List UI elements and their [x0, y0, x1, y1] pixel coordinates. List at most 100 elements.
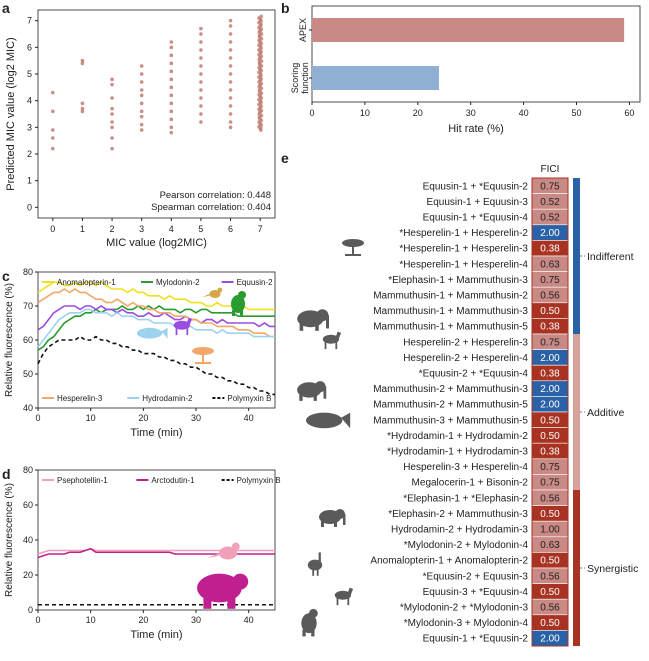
sloth-icon: [301, 608, 318, 637]
combination-label: *Mylodonin-2 + *Mylodonin-3: [400, 603, 529, 614]
data-point: [139, 93, 144, 98]
bar-1: [312, 66, 439, 90]
x-tick-label: 30: [191, 615, 201, 625]
trunk: [323, 386, 327, 399]
data-point: [228, 32, 233, 36]
body: [218, 546, 238, 560]
fici-value: 0.75: [540, 337, 560, 348]
head: [309, 608, 318, 618]
combination-label: *Hydrodamin-1 + Hydrodamin-3: [387, 447, 528, 458]
data-point: [80, 106, 85, 111]
fici-value: 0.50: [540, 306, 560, 317]
moa-bird-icon: [307, 552, 323, 576]
data-point: [169, 130, 174, 135]
legend-label: Hesperelin-3: [57, 394, 103, 403]
combination-label: *Mylodonin-3 + Mylodonin-4: [404, 618, 529, 629]
x-tick-label: 30: [191, 413, 201, 423]
tail: [202, 294, 210, 298]
data-point: [228, 24, 233, 28]
head: [314, 381, 326, 393]
data-point: [199, 40, 203, 44]
data-point: [228, 104, 233, 108]
fici-value: 0.56: [540, 493, 560, 504]
data-point: [199, 32, 203, 36]
combination-label: *Elephasin-2 + Mammuthusin-3: [388, 509, 528, 520]
data-point: [199, 112, 203, 116]
leg: [302, 629, 306, 637]
horse-icon: [173, 317, 193, 336]
fici-value: 0.38: [540, 244, 560, 255]
neck: [334, 331, 342, 341]
combination-label: Hesperelin-2 + Hesperelin-4: [403, 353, 528, 364]
bar-frame: [311, 5, 641, 103]
fici-value: 0.56: [540, 291, 560, 302]
data-point: [228, 88, 233, 92]
panel-letter-d: d: [2, 466, 11, 482]
leg: [347, 597, 350, 606]
zebra-icon: [322, 331, 342, 350]
x-tick-label: 20: [138, 413, 148, 423]
body: [334, 590, 351, 600]
fici-value: 0.50: [540, 509, 560, 520]
trunk: [343, 514, 346, 525]
x-tick-label: 5: [198, 224, 203, 234]
data-point: [228, 112, 233, 116]
leg: [240, 310, 243, 316]
leg: [299, 394, 303, 401]
y-tick-label: 1: [27, 176, 32, 186]
data-point: [199, 56, 203, 60]
fici-value: 0.50: [540, 556, 560, 567]
fici-value: 2.00: [540, 634, 560, 645]
fici-value: 0.38: [540, 322, 560, 333]
legend-label: Anomalopterin-1: [57, 278, 116, 287]
data-point: [169, 109, 174, 114]
y-tick-label: 40: [23, 403, 33, 413]
data-point: [80, 58, 85, 63]
data-point: [228, 64, 233, 68]
y-tick-label: 60: [23, 335, 33, 345]
data-point: [169, 93, 174, 98]
y-tick-label: 7: [27, 16, 32, 26]
data-point: [169, 53, 174, 58]
panel-letter-e: e: [281, 150, 289, 166]
combination-label: Mammuthusin-1 + Mammuthusin-2: [373, 291, 528, 302]
fici-value: 0.75: [540, 478, 560, 489]
data-point: [228, 18, 233, 23]
elephant-icon: [319, 509, 346, 527]
legend-label: Mylodonin-2: [156, 278, 200, 287]
panel-letter-a: a: [2, 0, 10, 16]
data-point: [169, 101, 174, 106]
data-point: [110, 96, 114, 100]
data-point: [199, 96, 203, 100]
x-tick-label: 30: [466, 108, 476, 118]
x-axis-label: MIC value (log2MIC): [106, 237, 207, 249]
elephant-icon: [297, 309, 329, 331]
group-bar-1: [573, 334, 580, 490]
fici-value: 0.75: [540, 275, 560, 286]
data-point: [80, 61, 85, 66]
y-axis-label: Relative fluorescence (%): [4, 483, 15, 597]
fici-value: 0.63: [540, 540, 560, 551]
y-tick-label: 3: [27, 122, 32, 132]
data-point: [169, 61, 174, 66]
tail: [341, 412, 351, 429]
combination-label: Hesperelin-3 + Hesperelin-4: [403, 462, 528, 473]
x-tick-label: 10: [86, 615, 96, 625]
y-tick-label: 80: [23, 465, 33, 475]
leg: [313, 394, 317, 401]
leg: [336, 597, 339, 606]
data-point: [139, 80, 144, 84]
data-point: [51, 146, 55, 151]
fici-value: 2.00: [540, 384, 560, 395]
x-tick-label: 0: [35, 615, 40, 625]
legend-label: Hydrodamin-2: [142, 394, 193, 403]
data-point: [110, 136, 114, 140]
y-tick-label: 6: [27, 42, 32, 52]
series-line-mylodonin-2: [37, 305, 275, 351]
data-point: [169, 125, 174, 130]
data-point: [228, 40, 233, 44]
body: [322, 334, 339, 344]
trunk: [202, 351, 204, 363]
combination-label: Mammuthusin-2 + Mammuthusin-5: [373, 400, 528, 411]
fici-value: 2.00: [540, 353, 560, 364]
